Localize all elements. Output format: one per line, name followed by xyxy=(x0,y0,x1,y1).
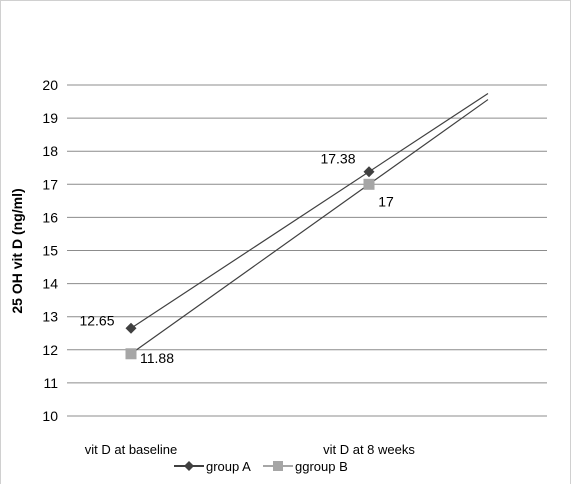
data-labels: 12.65 17.38 11.88 17 xyxy=(79,151,394,366)
y-tick-label-15: 15 xyxy=(42,243,58,259)
trendlines xyxy=(130,92,489,355)
y-tick-label-12: 12 xyxy=(42,342,58,358)
y-axis-ticks: 10 11 12 13 14 15 16 17 18 19 20 xyxy=(42,77,58,424)
legend-label-group-a: group A xyxy=(206,459,251,474)
x-axis-categories: vit D at baseline vit D at 8 weeks xyxy=(85,442,416,457)
legend-item-group-b: ggroup B xyxy=(263,459,348,474)
data-label-group-b-0: 11.88 xyxy=(140,350,174,366)
point-group-a-0 xyxy=(125,322,137,334)
y-tick-label-13: 13 xyxy=(42,309,58,325)
y-tick-label-10: 10 xyxy=(42,408,58,424)
point-group-a-1 xyxy=(363,166,375,178)
data-label-group-a-1: 17.38 xyxy=(320,151,355,167)
point-group-b-0 xyxy=(125,348,137,360)
legend-item-group-a: group A xyxy=(174,459,251,474)
gridlines xyxy=(67,84,547,417)
y-tick-label-14: 14 xyxy=(42,276,58,292)
data-label-group-a-0: 12.65 xyxy=(79,312,114,328)
y-tick-label-18: 18 xyxy=(42,143,58,159)
y-tick-label-19: 19 xyxy=(42,110,58,126)
legend: group A ggroup B xyxy=(174,459,348,474)
legend-marker-group-b xyxy=(273,461,283,471)
point-group-b-1 xyxy=(363,178,375,190)
y-tick-label-17: 17 xyxy=(42,176,58,192)
y-tick-label-20: 20 xyxy=(42,77,58,93)
y-tick-label-11: 11 xyxy=(43,375,58,391)
legend-marker-group-a xyxy=(184,461,194,471)
trendline-group-b xyxy=(130,99,489,355)
series-markers xyxy=(125,166,375,360)
y-axis-title: 25 OH vit D (ng/ml) xyxy=(9,188,25,313)
trendline-group-a xyxy=(130,92,489,329)
x-category-label-0: vit D at baseline xyxy=(85,442,178,457)
x-category-label-1: vit D at 8 weeks xyxy=(323,442,415,457)
data-label-group-b-1: 17 xyxy=(378,193,394,209)
legend-label-group-b: ggroup B xyxy=(295,459,348,474)
y-tick-label-16: 16 xyxy=(42,209,58,225)
